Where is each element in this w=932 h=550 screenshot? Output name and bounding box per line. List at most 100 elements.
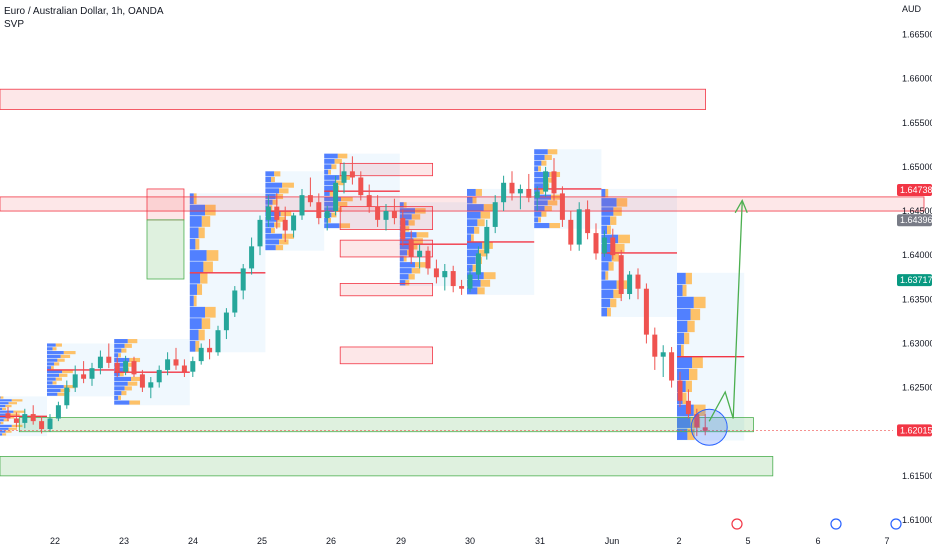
volume-bar-blue [189,250,207,261]
volume-bar-yellow [277,216,286,222]
volume-bar-blue [114,339,128,344]
volume-bar-yellow [201,216,211,227]
candle-body [517,188,523,194]
volume-bar-blue [0,407,3,411]
candle-15 [131,356,137,377]
volume-bar-yellow [63,385,76,389]
volume-bar-blue [677,272,686,285]
volume-bar-yellow [331,212,337,218]
volume-bar-blue [467,211,481,219]
volume-bar-yellow [685,272,692,285]
volume-bar-yellow [2,433,7,436]
volume-bar-blue [0,404,6,408]
x-tick-label: 23 [119,536,129,546]
volume-bar-blue [189,216,202,227]
candle-0 [5,407,11,422]
volume-bar-blue [324,217,329,223]
volume-bar-yellow [475,188,482,196]
volume-bar-blue [399,274,409,280]
projection-arrowhead [734,198,748,214]
volume-bar-blue [114,362,127,367]
volume-bar-blue [399,280,406,286]
volume-bar-yellow [271,176,275,183]
volume-bar-blue [47,377,56,381]
volume-bar-blue [467,272,484,280]
volume-bar-yellow [416,232,429,238]
candle-54 [459,279,465,295]
volume-bar-yellow [541,211,547,217]
highlight-circle [690,408,728,446]
candle-body [13,418,19,423]
volume-bar-yellow [538,166,541,172]
candle-body [694,414,700,428]
volume-bar-blue [189,193,194,205]
volume-bar-yellow [13,410,26,413]
volume-bar-blue [324,196,341,202]
volume-bar-yellow [0,421,4,425]
currency-label: AUD [902,4,922,14]
candle-9 [81,361,87,384]
volume-bar-yellow [200,272,208,284]
volume-bar-yellow [337,153,348,159]
volume-bar-yellow [611,252,620,262]
candle-body [408,239,414,257]
volume-bar-blue [189,204,205,216]
volume-bar-blue [189,284,197,295]
volume-bar-blue [601,225,607,235]
indicator-label[interactable]: SVP [4,19,25,30]
candle-11 [97,350,103,375]
volume-bar-blue [265,222,275,228]
candle-23 [198,343,204,365]
volume-bar-blue [0,396,1,399]
volume-bar-blue [677,284,683,297]
candle-body [568,219,574,245]
volume-bar-yellow [687,428,695,440]
candle-body [559,193,565,220]
candle-65 [551,158,557,201]
candle-51 [433,259,439,284]
axes-layer: 1.66500 1.66000 1.65500 1.65000 1.64500 1.640… [50,29,932,546]
volume-bar-blue [601,289,614,299]
candle-57 [484,219,490,260]
volume-bar-blue [677,344,681,357]
candle-31 [265,195,271,227]
candle-body [618,255,624,295]
volume-bar-blue [47,381,53,385]
volume-bar-blue [265,239,279,245]
volume-bar-yellow [480,211,491,219]
volume-bar-blue [467,264,473,272]
candle-69 [585,200,591,240]
volume-bar-yellow [692,356,703,369]
candle-body [383,211,389,220]
candle-body [156,369,162,383]
candle-19 [165,352,171,376]
volume-bar-yellow [334,207,342,213]
volume-bar-yellow [483,272,496,280]
volume-bar-blue [534,154,545,160]
candle-body [123,361,129,372]
candle-body [223,312,229,331]
candle-body [366,195,372,207]
price-badge-bg [897,274,932,287]
volume-bar-blue [534,223,550,229]
volume-bar-blue [467,234,471,242]
volume-bar-yellow [480,279,491,287]
event-icon-2 [890,518,902,530]
volume-bar-yellow [127,339,138,344]
volume-bar-yellow [124,386,132,391]
candle-body [601,237,607,254]
volume-bar-yellow [118,395,121,400]
volume-bar-yellow [119,372,124,377]
volume-bar-blue [47,366,51,370]
candle-63 [534,186,540,212]
volume-bar-blue [677,428,688,440]
volume-bar-blue [677,368,689,381]
candle-body [232,290,238,313]
volume-bar-blue [265,188,279,194]
candle-body [265,206,271,220]
candle-body [106,356,112,363]
candle-body [375,206,381,220]
volume-bar-yellow [282,233,294,239]
volume-bar-yellow [610,298,617,308]
